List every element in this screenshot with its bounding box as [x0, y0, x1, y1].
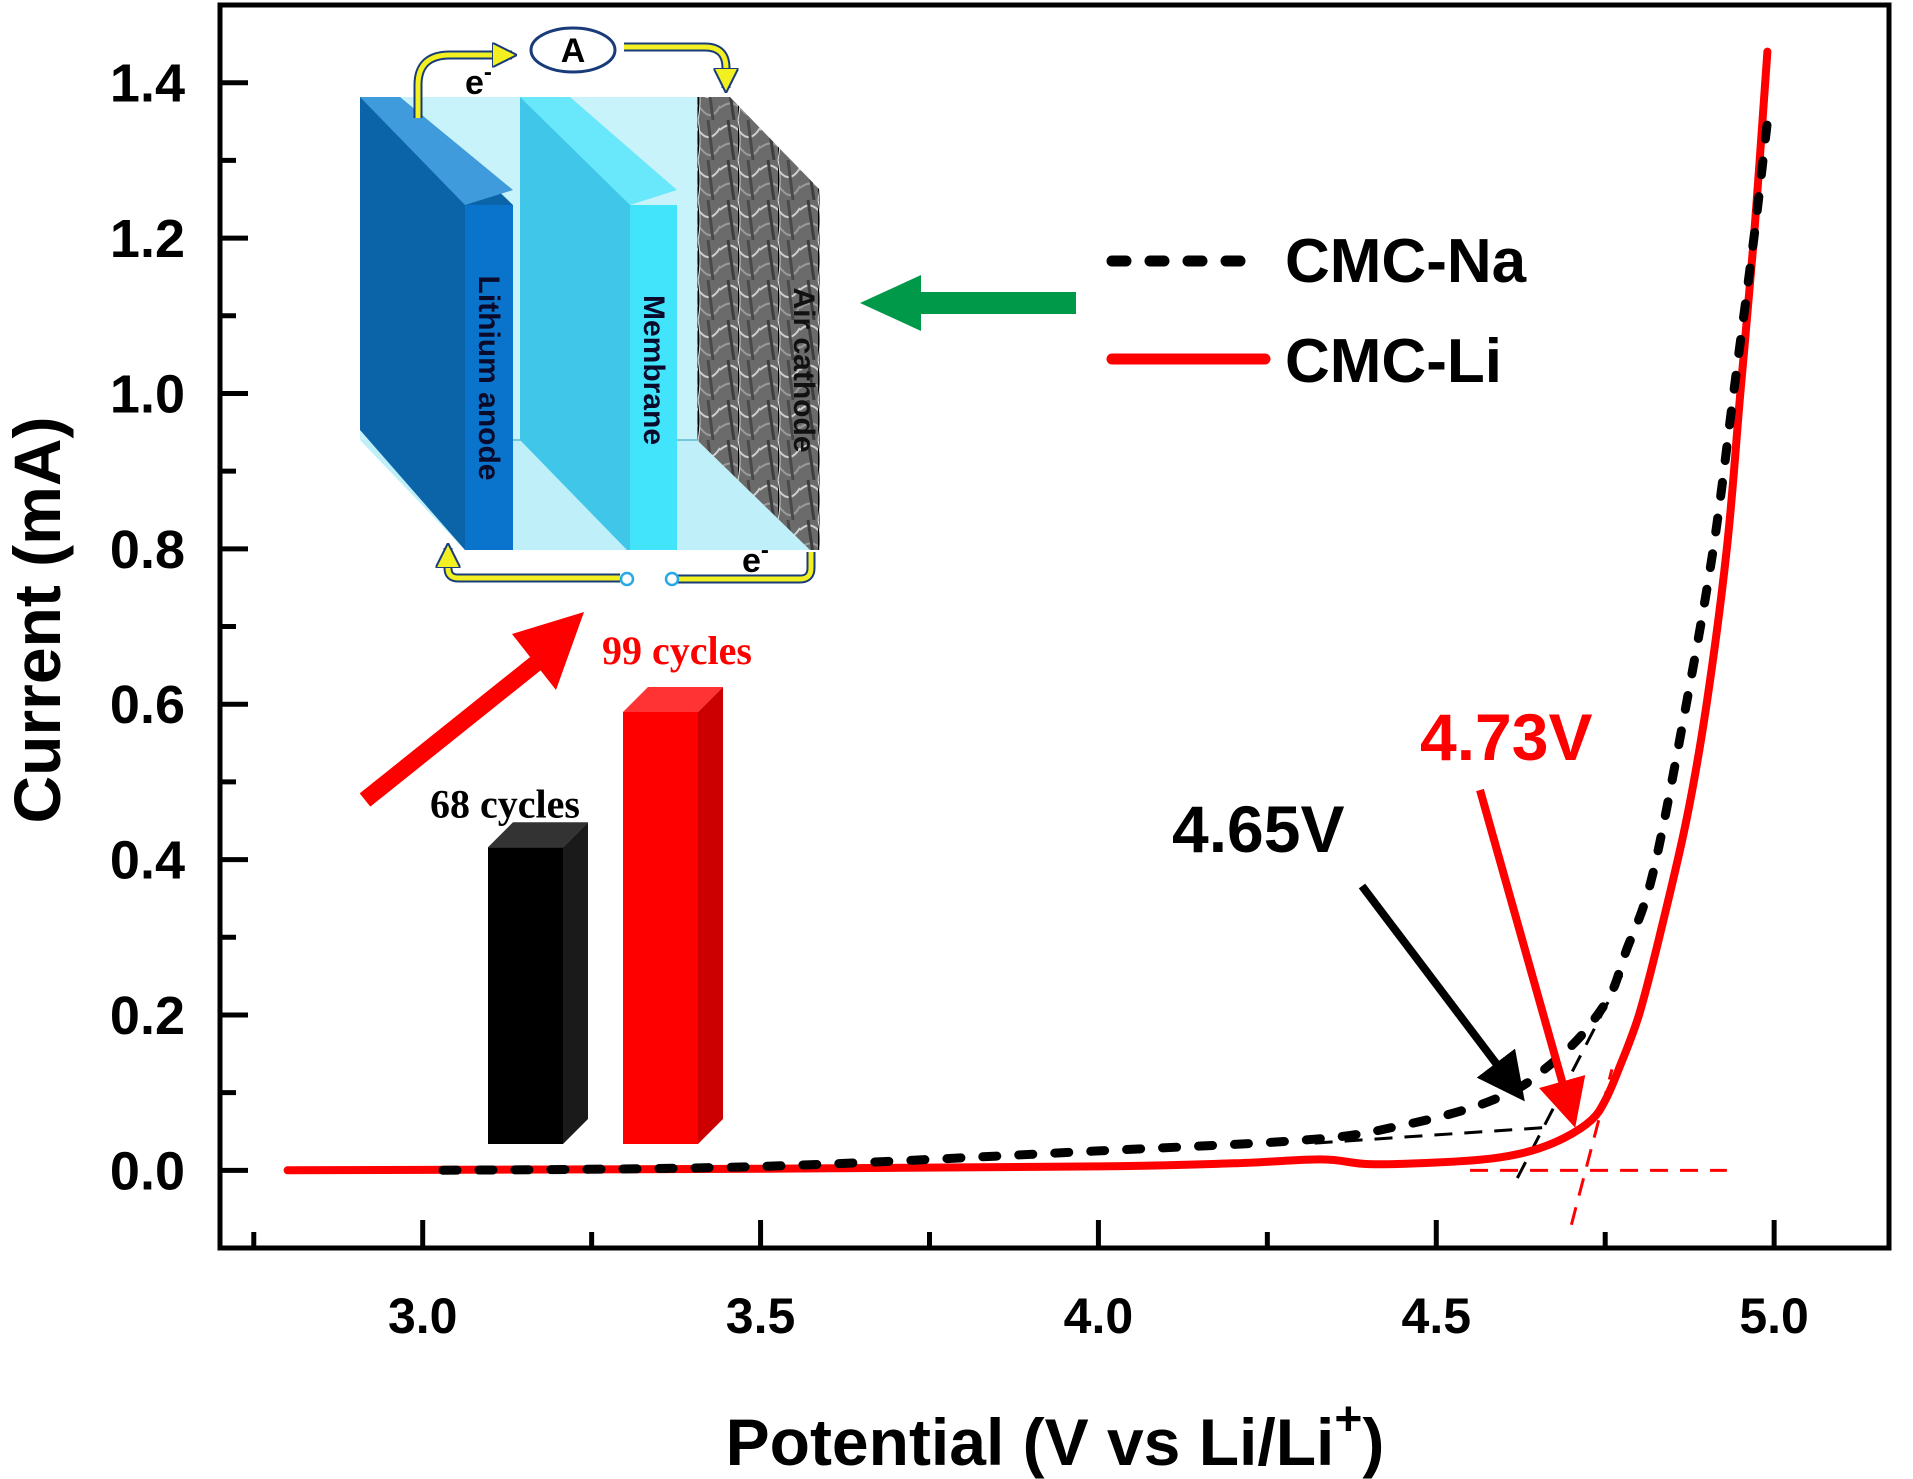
- lithium-anode-face: [465, 205, 513, 550]
- x-tick-label: 4.0: [1064, 1288, 1134, 1344]
- series-line-cmc-li: [283, 47, 1772, 1175]
- x-axis-title-main: Potential (V vs Li/Li: [726, 1405, 1335, 1479]
- legend-label-cmc-li: CMC-Li: [1285, 327, 1502, 396]
- bar-cmc-na: [488, 847, 563, 1144]
- membrane-side: [520, 97, 630, 550]
- lithium-anode-top: [360, 97, 513, 205]
- bar-label: 68 cycles: [430, 781, 580, 826]
- air-cathode-label: Air cathode: [787, 287, 820, 452]
- x-axis-title-superscript: +: [1334, 1393, 1362, 1446]
- green-arrow-icon: [860, 275, 1076, 331]
- onset-label-cmc-na: 4.65V: [1172, 792, 1344, 866]
- y-tick-label: 1.4: [110, 54, 185, 114]
- onset-tangent-lines: [1314, 967, 1727, 1226]
- circuit-bottom-left: [443, 548, 620, 583]
- y-tick-label: 0.2: [110, 986, 185, 1046]
- bar-side: [563, 822, 588, 1144]
- onset-annotation-cmc-na: 4.65V: [1172, 792, 1525, 1102]
- y-tick-label: 1.0: [110, 364, 185, 424]
- ammeter-label: A: [561, 32, 586, 70]
- x-tick-label: 3.5: [726, 1288, 796, 1344]
- y-tick-label: 0.6: [110, 675, 185, 735]
- bar-top: [488, 822, 588, 848]
- bar-cmc-li: [623, 712, 698, 1144]
- legend: CMC-Na CMC-Li: [1106, 227, 1527, 396]
- electron-label-bottom: e-: [742, 537, 769, 580]
- x-axis-title-close: ): [1362, 1405, 1384, 1479]
- onset-arrow-cmc-li: [1476, 788, 1586, 1128]
- cycle-life-bar-inset: 68 cycles 99 cycles: [430, 628, 752, 1144]
- y-tick-label: 1.2: [110, 209, 185, 269]
- axis-ticks: [220, 80, 1777, 1248]
- x-tick-label: 3.0: [388, 1288, 458, 1344]
- terminal-left: [619, 571, 635, 587]
- y-tick-label: 0.4: [110, 831, 185, 891]
- membrane-top: [520, 97, 677, 205]
- legend-label-cmc-na: CMC-Na: [1285, 227, 1527, 296]
- series-line-cmc-na: [438, 117, 1772, 1175]
- x-tick-label: 5.0: [1739, 1288, 1809, 1344]
- tangent-line-cmc-na: [1314, 1126, 1545, 1145]
- x-tick-label: 4.5: [1402, 1288, 1472, 1344]
- terminal-right: [664, 571, 680, 587]
- lithium-anode-label: Lithium anode: [472, 276, 505, 481]
- air-cathode: [697, 97, 820, 550]
- bar-side: [698, 687, 723, 1144]
- circuit-top-right: [624, 42, 731, 88]
- electron-label-top: e-: [465, 59, 492, 102]
- onset-arrow-cmc-na: [1358, 883, 1525, 1102]
- data-series: [283, 47, 1772, 1175]
- ammeter: [529, 26, 617, 74]
- y-tick-label: 0.0: [110, 1141, 185, 1201]
- x-axis-title: Potential (V vs Li/Li+): [726, 1393, 1385, 1479]
- bar-top: [623, 687, 723, 712]
- axis-tick-labels: 3.0 3.5 4.0 4.5 5.0 0.0 0.2 0.4 0.6 0.8 1.0 1.2 1.4: [110, 54, 1809, 1344]
- y-tick-label: 0.8: [110, 520, 185, 580]
- y-axis-title: Current (mA): [0, 417, 74, 824]
- tangent-line-cmc-na: [1516, 967, 1627, 1179]
- red-arrow-icon: [359, 612, 584, 807]
- onset-label-cmc-li: 4.73V: [1420, 700, 1592, 774]
- battery-schematic-inset: Lithium anode Membrane Air cathode A e- …: [360, 26, 820, 587]
- membrane-label: Membrane: [637, 295, 670, 445]
- onset-annotation-cmc-li: 4.73V: [1420, 700, 1592, 1128]
- membrane-face: [630, 205, 677, 550]
- bar-label: 99 cycles: [602, 628, 752, 673]
